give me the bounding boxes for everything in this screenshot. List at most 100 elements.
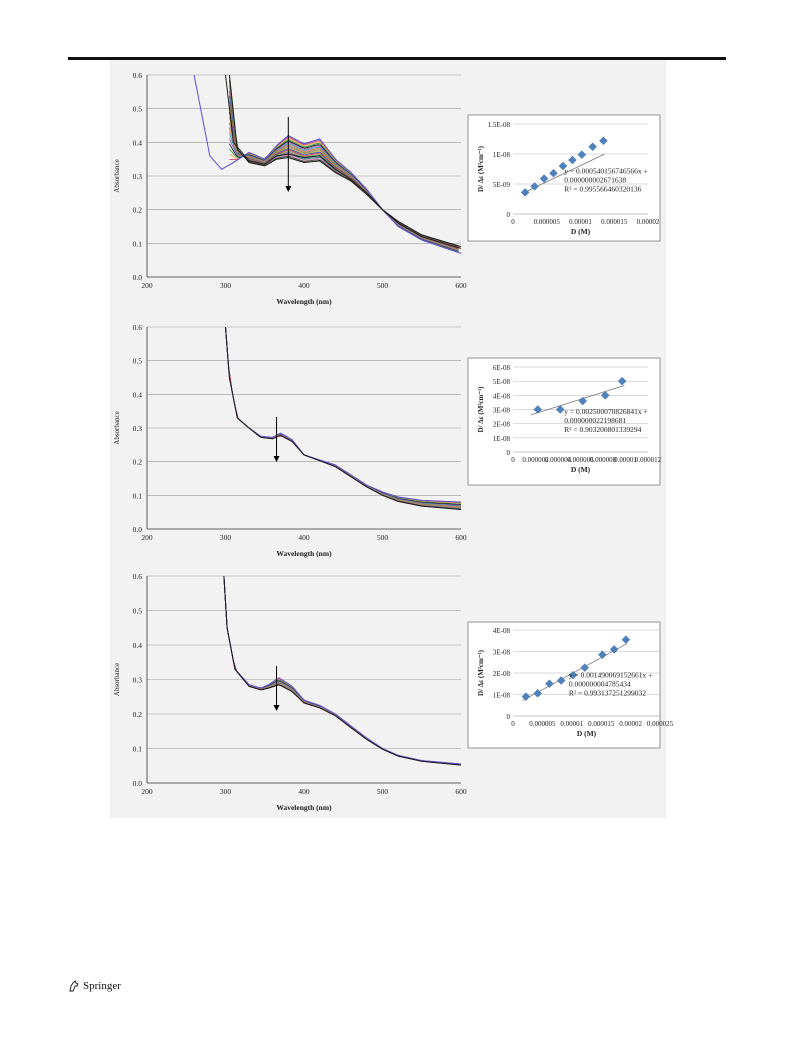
spectrum-curve	[223, 576, 460, 766]
x-tick-label: 400	[298, 533, 310, 542]
trend-line	[530, 385, 625, 416]
fit-panel-inset-top: 0 5E-09 1E-08 1.5E-08 0 0.000005 0.00001 0.0000…	[467, 114, 661, 242]
y-tick-label: 0.6	[133, 572, 143, 581]
spectrum-curve	[225, 327, 461, 504]
y-tick-label: 0.6	[133, 71, 143, 80]
x-axis-title: Wavelength (nm)	[276, 803, 332, 812]
data-point	[568, 155, 577, 165]
inset-x-tick-label: 0.00002	[637, 218, 660, 226]
spectrum-series-line	[228, 75, 461, 248]
spectrum-curve	[225, 327, 461, 510]
spectrum-series-line	[223, 576, 461, 766]
y-axis-title: Absorbance	[113, 663, 121, 696]
inset-x-tick-label: 0.000005	[534, 218, 561, 226]
spectrum-curve	[223, 576, 460, 766]
trend-line	[522, 643, 628, 701]
y-tick-label: 0.2	[133, 458, 143, 467]
spectrum-series-line	[223, 576, 461, 765]
x-tick-label: 300	[220, 533, 232, 542]
spectrum-curve	[228, 117, 459, 250]
x-tick-label: 600	[455, 281, 467, 290]
spectrum-curve	[228, 111, 459, 250]
fit-panel-inset-bottom: 0 1E-08 2E-08 3E-08 4E-08 0 0.000005 0.00001 0.0…	[467, 621, 674, 749]
x-tick-label: 600	[455, 787, 467, 796]
spectrum-curve	[225, 327, 461, 505]
spectrum-curve	[225, 327, 461, 508]
y-axis-title: Absorbance	[113, 411, 121, 444]
inset-y-tick-label: 1.5E-08	[488, 121, 511, 129]
data-point	[555, 405, 565, 414]
y-tick-label: 0.5	[133, 607, 143, 616]
data-point	[580, 663, 590, 672]
inset-y-tick-label: 0	[507, 713, 511, 721]
data-point	[621, 635, 631, 644]
data-point	[578, 396, 588, 406]
data-point	[521, 692, 531, 701]
spectrum-curve	[228, 132, 459, 251]
spectrum-series-line	[225, 327, 461, 510]
inset-x-tick-label: 0.000004	[545, 456, 572, 464]
spectrum-curve	[223, 576, 460, 766]
curves	[223, 576, 461, 766]
top-rule	[68, 57, 726, 60]
inset-x-tick-label: 0.000015	[588, 720, 615, 728]
inset-x-tick-label: 0.00001	[614, 456, 637, 464]
inset-x-axis-title: D (M)	[571, 227, 591, 236]
inset-x-axis-title: D (M)	[577, 729, 597, 738]
curves	[225, 327, 461, 510]
inset-y-axis-title: D/ Δε (M²cm⁻¹)	[477, 145, 485, 192]
data-point	[530, 182, 539, 191]
spectrum-curve	[225, 327, 461, 507]
inset-y-tick-label: 0	[507, 211, 511, 219]
inset-y-tick-label: 1E-08	[493, 151, 511, 159]
spectrum-curve	[223, 576, 460, 765]
fit-equation: y = 0.002500070826841x +	[564, 407, 647, 416]
inset-x-tick-label: 0.000025	[647, 720, 674, 728]
inset-x-tick-label: 0.00001	[569, 218, 592, 226]
y-tick-label: 0.4	[133, 390, 143, 399]
fit-intercept: 0.000000002671638	[564, 176, 626, 185]
inset-y-tick-label: 4E-08	[493, 392, 511, 400]
y-tick-label: 0.1	[133, 491, 143, 500]
inset-x-tick-label: 0.000012	[635, 456, 662, 464]
data-point	[533, 689, 542, 698]
inset-y-tick-label: 5E-09	[493, 181, 511, 189]
spectrum-curve	[225, 327, 461, 503]
data-point	[577, 150, 587, 159]
spectrum-curve	[229, 136, 459, 253]
spectrum-curve	[223, 576, 460, 766]
data-point	[598, 650, 607, 660]
fit-intercept: 0.000000004785434	[569, 679, 631, 688]
inset-y-axis-title: D/ Δε (M²cm⁻¹)	[477, 386, 485, 433]
y-tick-label: 0.3	[133, 424, 143, 433]
inset-y-axis-title: D/ Δε (M²cm⁻¹)	[477, 649, 485, 696]
fit-r-squared: R² = 0.993137251299032	[569, 688, 646, 697]
spectrum-curve	[225, 327, 461, 506]
inset-y-tick-label: 3E-08	[493, 407, 511, 415]
footer: Springer	[68, 980, 121, 992]
spectrum-series-line	[225, 327, 461, 503]
inset-y-tick-label: 2E-08	[493, 670, 511, 678]
y-tick-label: 0.5	[133, 105, 143, 114]
fit-equation: y = 0.001490069152661x +	[569, 670, 652, 679]
publisher-name: Springer	[83, 980, 121, 992]
inset-x-tick-label: 0	[511, 218, 515, 226]
spectrum-curve	[225, 327, 461, 508]
data-point	[533, 405, 543, 414]
spectrum-curve	[223, 576, 460, 765]
inset-x-tick-label: 0.00002	[619, 720, 642, 728]
spectrum-curve	[225, 327, 461, 509]
y-tick-label: 0.0	[133, 525, 143, 534]
spectrum-curve	[225, 327, 461, 504]
y-tick-label: 0.0	[133, 273, 143, 282]
arrow-head	[273, 456, 280, 462]
fit-equation: y = 0.000540156746566x +	[564, 167, 647, 176]
y-tick-label: 0.2	[133, 206, 143, 215]
spectrum-curve	[223, 576, 460, 765]
spectrum-curve	[228, 127, 459, 251]
x-tick-label: 300	[220, 787, 232, 796]
spectrum-curve	[229, 139, 459, 252]
spectrum-curve	[229, 140, 459, 252]
inset-x-axis-title: D (M)	[571, 465, 591, 474]
